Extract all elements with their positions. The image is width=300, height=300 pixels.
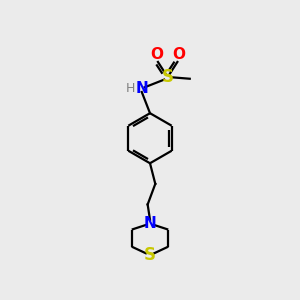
Text: N: N — [144, 216, 156, 231]
Text: O: O — [172, 47, 185, 62]
Text: S: S — [162, 68, 174, 86]
Text: N: N — [135, 81, 148, 96]
Text: S: S — [144, 246, 156, 264]
Text: H: H — [126, 82, 135, 95]
Text: O: O — [150, 47, 163, 62]
